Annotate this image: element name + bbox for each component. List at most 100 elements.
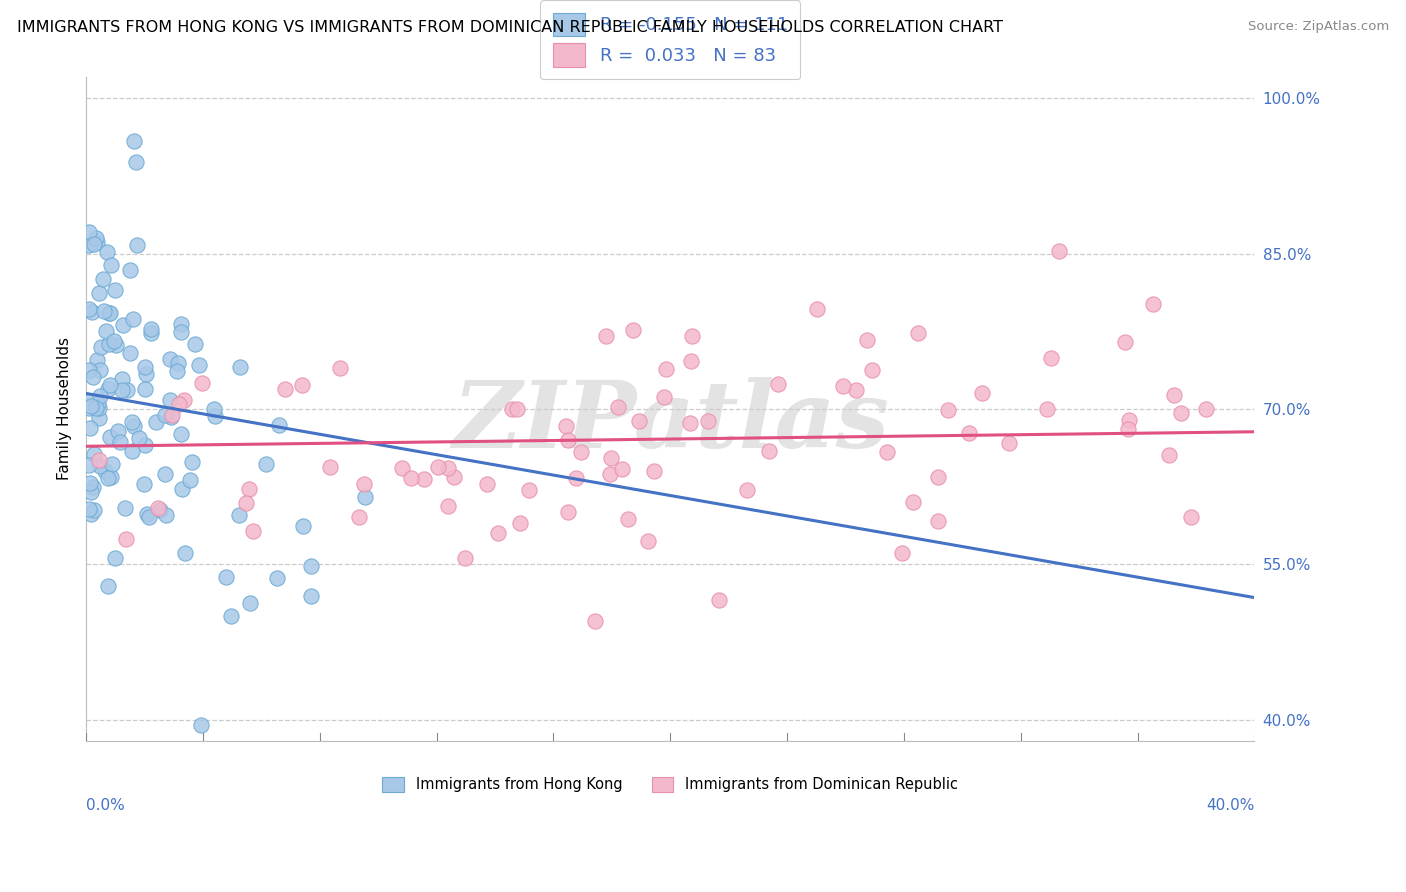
- Point: [183, 337, 205, 351]
- Point: [104, 283, 127, 297]
- Point: [188, 359, 211, 373]
- Point: [122, 134, 145, 148]
- Point: [132, 476, 155, 491]
- Point: [654, 362, 676, 376]
- Point: [77, 225, 100, 239]
- Point: [83, 447, 105, 461]
- Point: [454, 550, 477, 565]
- Point: [145, 415, 167, 429]
- Point: [970, 386, 993, 401]
- Point: [554, 418, 576, 433]
- Point: [97, 579, 120, 593]
- Point: [652, 390, 675, 404]
- Point: [87, 411, 110, 425]
- Point: [141, 326, 163, 340]
- Point: [697, 414, 720, 428]
- Point: [907, 326, 929, 340]
- Point: [77, 458, 100, 472]
- Point: [219, 609, 242, 624]
- Point: [96, 324, 118, 338]
- Point: [100, 258, 122, 272]
- Point: [679, 416, 702, 430]
- Text: ZIPatlas: ZIPatlas: [451, 377, 889, 467]
- Point: [98, 336, 121, 351]
- Point: [77, 363, 100, 377]
- Point: [501, 401, 523, 416]
- Point: [617, 512, 640, 526]
- Point: [1195, 401, 1218, 416]
- Point: [890, 545, 912, 559]
- Point: [1114, 334, 1136, 349]
- Point: [98, 378, 121, 392]
- Point: [159, 410, 181, 425]
- Point: [486, 526, 509, 541]
- Point: [77, 501, 100, 516]
- Point: [599, 467, 621, 481]
- Point: [860, 362, 883, 376]
- Point: [162, 408, 184, 422]
- Point: [98, 306, 121, 320]
- Point: [506, 401, 529, 416]
- Point: [89, 389, 111, 403]
- Point: [122, 311, 145, 326]
- Point: [101, 458, 124, 472]
- Point: [347, 510, 370, 524]
- Point: [139, 322, 162, 336]
- Point: [128, 431, 150, 445]
- Point: [190, 718, 212, 732]
- Point: [169, 397, 191, 411]
- Point: [436, 461, 458, 475]
- Point: [118, 263, 141, 277]
- Point: [509, 516, 531, 530]
- Point: [79, 421, 101, 435]
- Point: [927, 470, 949, 484]
- Point: [413, 472, 436, 486]
- Point: [1170, 406, 1192, 420]
- Point: [269, 418, 291, 433]
- Point: [170, 317, 193, 331]
- Point: [79, 475, 101, 490]
- Point: [242, 524, 264, 539]
- Point: [83, 237, 105, 252]
- Point: [936, 403, 959, 417]
- Point: [115, 533, 138, 547]
- Point: [238, 483, 260, 497]
- Point: [391, 460, 413, 475]
- Point: [600, 450, 623, 465]
- Point: [557, 505, 579, 519]
- Point: [80, 484, 103, 499]
- Point: [97, 471, 120, 485]
- Point: [927, 514, 949, 528]
- Point: [84, 231, 107, 245]
- Point: [103, 334, 125, 348]
- Text: IMMIGRANTS FROM HONG KONG VS IMMIGRANTS FROM DOMINICAN REPUBLIC FAMILY HOUSEHOLD: IMMIGRANTS FROM HONG KONG VS IMMIGRANTS …: [17, 20, 1002, 35]
- Point: [153, 467, 176, 481]
- Point: [159, 393, 181, 408]
- Point: [901, 495, 924, 509]
- Point: [291, 519, 314, 533]
- Point: [135, 367, 157, 381]
- Point: [112, 318, 135, 332]
- Point: [96, 245, 118, 260]
- Point: [98, 430, 121, 444]
- Point: [758, 444, 780, 458]
- Point: [105, 338, 128, 352]
- Point: [118, 346, 141, 360]
- Point: [191, 376, 214, 390]
- Point: [1157, 448, 1180, 462]
- Point: [399, 471, 422, 485]
- Point: [82, 479, 104, 493]
- Point: [121, 415, 143, 429]
- Point: [83, 502, 105, 516]
- Point: [86, 235, 108, 250]
- Point: [98, 306, 121, 320]
- Point: [174, 546, 197, 560]
- Point: [768, 377, 790, 392]
- Point: [149, 502, 172, 516]
- Point: [114, 500, 136, 515]
- Y-axis label: Family Households: Family Households: [58, 337, 72, 481]
- Point: [170, 482, 193, 496]
- Point: [612, 462, 634, 476]
- Point: [167, 355, 190, 369]
- Point: [299, 558, 322, 573]
